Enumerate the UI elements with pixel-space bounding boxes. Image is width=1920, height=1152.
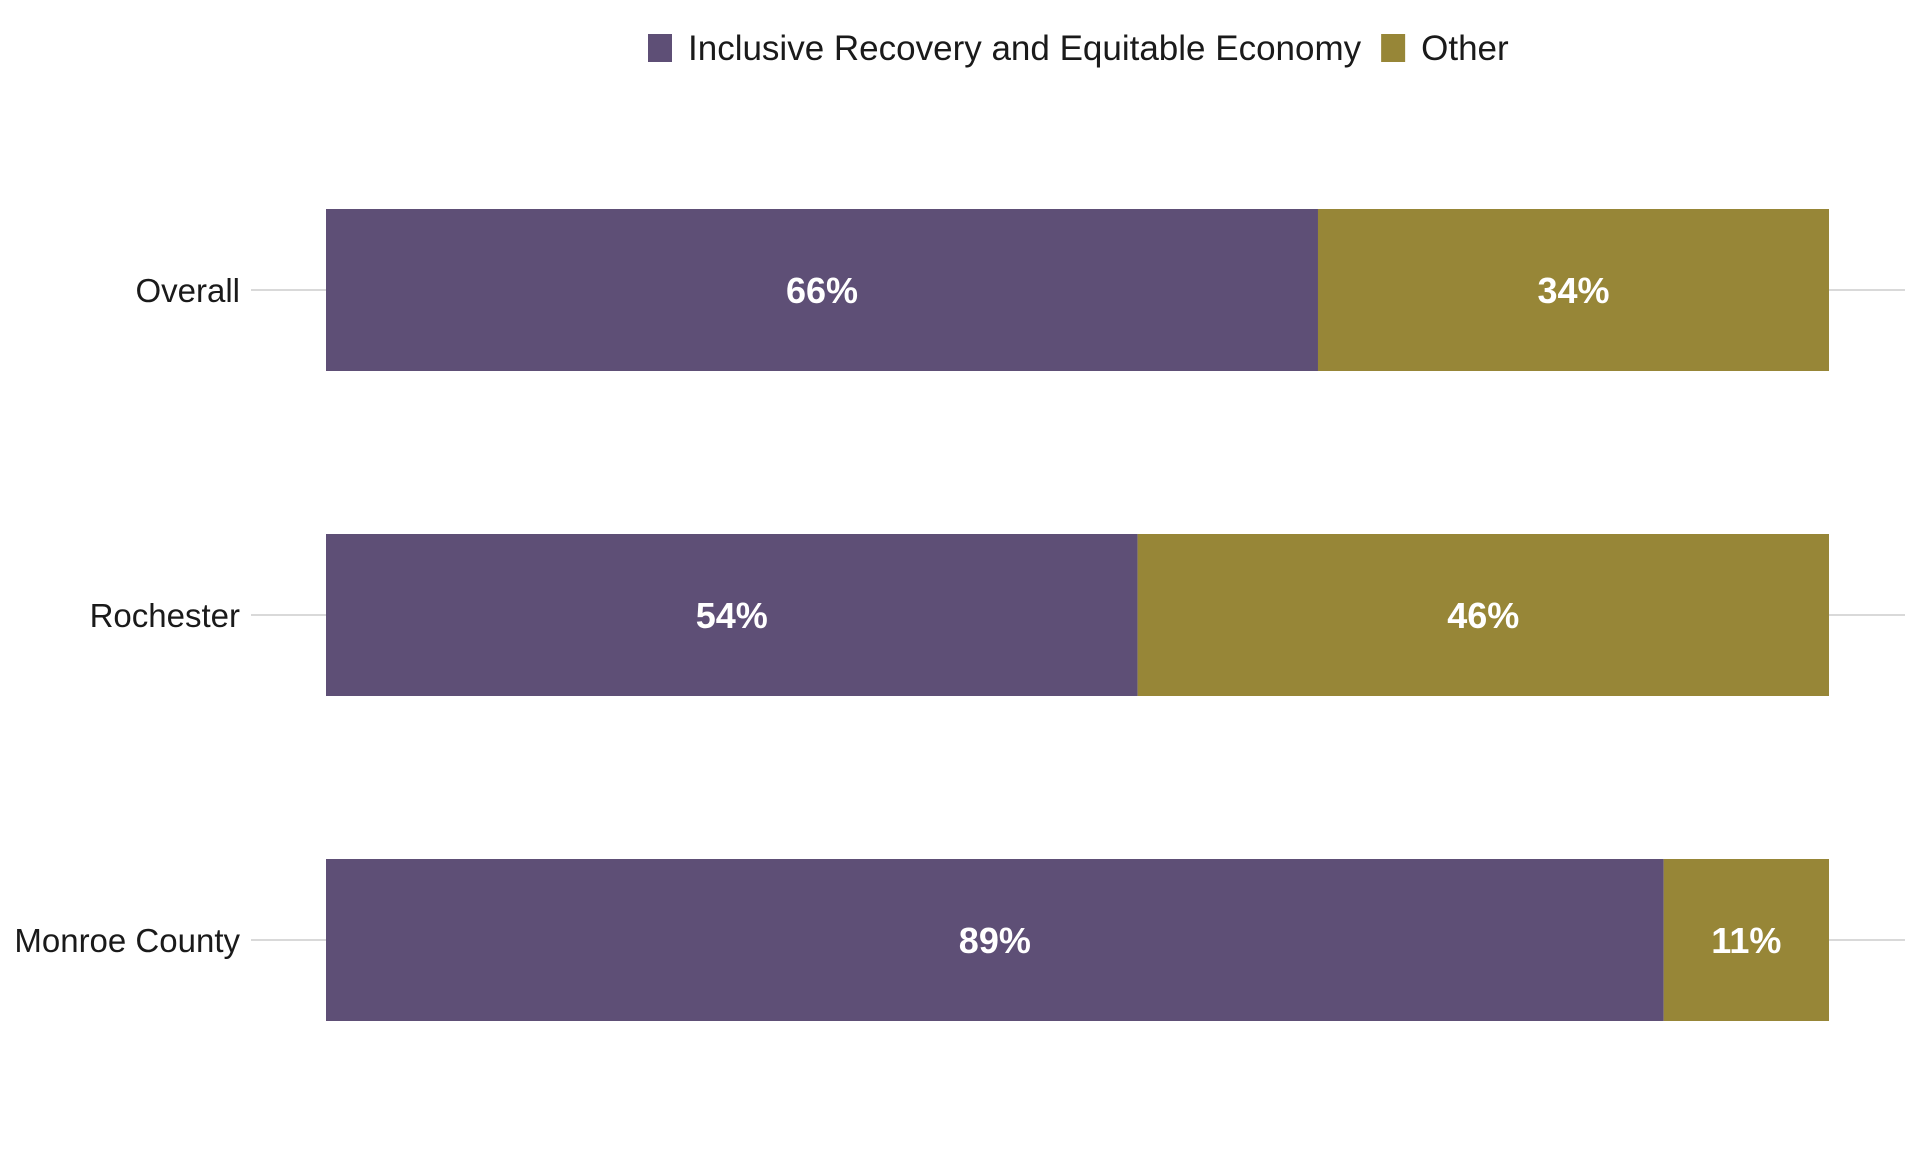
value-label-overall-inclusive-recovery-and-equitable-economy: 66%: [786, 270, 858, 311]
category-label-rochester: Rochester: [90, 597, 240, 634]
value-label-monroe-county-inclusive-recovery-and-equitable-economy: 89%: [959, 920, 1031, 961]
category-labels: Overall Rochester Monroe County: [14, 272, 240, 959]
bar-segment-overall-inclusive-recovery-and-equitable-economy: [326, 209, 1318, 371]
legend: Inclusive Recovery and Equitable Economy…: [648, 29, 1509, 68]
bar-segment-rochester-other: [1137, 534, 1829, 696]
bar-segment-overall-other: [1317, 209, 1829, 371]
category-label-overall: Overall: [135, 272, 240, 309]
bar-segment-monroe-county-inclusive-recovery-and-equitable-economy: [326, 859, 1664, 1021]
bars: [326, 209, 1829, 1021]
value-label-overall-other: 34%: [1537, 270, 1609, 311]
value-label-monroe-county-other: 11%: [1711, 920, 1781, 961]
value-label-rochester-other: 46%: [1447, 595, 1519, 636]
value-labels: 66% 34% 54% 46% 89% 11%: [696, 270, 1782, 961]
legend-swatch-inclusive-recovery-and-equitable-economy: [648, 34, 672, 62]
bar-segment-rochester-inclusive-recovery-and-equitable-economy: [326, 534, 1138, 696]
value-label-rochester-inclusive-recovery-and-equitable-economy: 54%: [696, 595, 768, 636]
legend-label-inclusive-recovery-and-equitable-economy: Inclusive Recovery and Equitable Economy: [688, 29, 1362, 68]
bar-segment-monroe-county-other: [1663, 859, 1829, 1021]
category-guide-lines: [251, 289, 1905, 941]
category-label-monroe-county: Monroe County: [14, 922, 240, 959]
legend-swatch-other: [1381, 34, 1406, 62]
legend-label-other: Other: [1421, 29, 1509, 68]
